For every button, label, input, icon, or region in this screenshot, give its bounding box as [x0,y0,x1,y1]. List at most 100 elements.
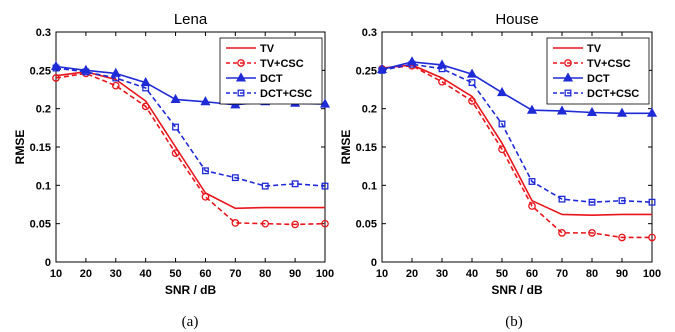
data-point [200,96,211,106]
series-line-tv [381,64,652,217]
data-point [408,60,416,68]
panel-caption: (b) [505,314,523,330]
data-point [319,98,331,108]
x-tick-label: 60 [199,268,211,280]
chart-title: Lena [174,11,208,28]
data-point [588,229,596,237]
panel-caption: (a) [182,314,199,330]
y-tick-label: 0.15 [30,142,51,154]
legend-label: DCT+CSC [587,88,639,100]
x-tick-label: 60 [526,268,538,280]
legend-marker [562,72,574,82]
data-point [171,149,180,157]
data-point [141,102,150,111]
x-tick-label: 50 [169,268,181,280]
x-tick-label: 80 [586,268,598,280]
y-tick-label: 0 [371,257,377,269]
data-point [498,145,506,154]
data-point [231,219,240,227]
x-tick-label: 10 [376,268,388,280]
y-tick-label: 0.05 [30,219,51,231]
legend-label: TV+CSC [260,58,304,70]
data-point [201,192,210,201]
data-point [82,68,90,76]
data-point [170,93,181,103]
data-point [618,197,626,205]
data-point [618,233,626,242]
data-point [291,220,299,229]
y-tick-label: 0.25 [30,65,51,77]
x-tick-label: 100 [316,268,334,280]
legend-label: TV+CSC [587,58,631,70]
data-point [616,107,628,117]
data-point [646,107,658,117]
series-line-tv [55,71,325,210]
x-tick-label: 20 [406,268,418,280]
x-tick-label: 40 [466,268,478,280]
data-point [528,202,536,210]
data-point [52,64,60,72]
data-point [261,219,270,228]
x-tick-label: 10 [50,268,62,280]
legend-label: DCT [260,73,283,85]
series-line-tv-csc [381,64,652,239]
y-tick-label: 0.2 [362,104,377,116]
data-point [438,77,446,86]
x-tick-label: 50 [496,268,508,280]
data-point [112,74,120,82]
x-tick-label: 90 [289,268,301,280]
data-point [142,84,150,92]
data-point [201,167,209,175]
x-tick-label: 30 [110,268,122,280]
data-point [321,182,329,190]
y-tick-label: 0.05 [356,219,377,231]
data-point [468,97,476,105]
y-tick-label: 0.1 [362,180,377,192]
data-point [498,120,506,128]
data-point [586,106,598,116]
legend-label: DCT [587,73,610,85]
y-tick-label: 0 [45,257,51,269]
data-point [438,65,446,73]
data-point [378,66,386,74]
x-tick-label: 70 [229,268,241,280]
y-tick-label: 0.15 [356,142,377,154]
chart-title: House [495,11,538,28]
x-axis-label: SNR / dB [165,283,217,297]
x-tick-label: 100 [643,268,661,280]
y-axis-label: RMSE [339,130,353,165]
y-tick-label: 0.3 [362,27,377,39]
data-point [52,74,60,82]
legend-marker [235,72,247,82]
series-line-tv-csc [55,72,326,226]
series-line-dct [381,61,652,115]
data-point [588,198,596,206]
data-point [496,86,508,97]
data-point [111,81,120,90]
legend-label: TV [260,43,275,55]
legend-marker [237,89,245,97]
x-tick-label: 70 [556,268,568,280]
data-point [261,182,269,190]
x-axis-label: SNR / dB [491,283,543,297]
data-point [172,123,180,131]
legend-label: DCT+CSC [260,88,312,100]
y-tick-label: 0.2 [36,104,51,116]
legend-marker [564,59,572,67]
legend-marker [564,89,572,97]
data-point [110,67,121,77]
y-tick-label: 0.3 [36,27,51,39]
data-point [526,104,538,114]
data-point [291,180,299,188]
data-point [648,233,656,242]
data-point [558,195,566,203]
legend-label: TV [587,43,602,55]
data-point [468,79,476,87]
chart-panel-b: 10 20 30 40 50 60 70 80 90 100 0 0.05 0.1 0.15 0.2 0.25… [339,11,661,330]
x-tick-label: 40 [140,268,152,280]
data-point [556,105,568,115]
y-tick-label: 0.25 [356,65,377,77]
data-point [466,68,478,78]
legend-marker [237,59,245,67]
